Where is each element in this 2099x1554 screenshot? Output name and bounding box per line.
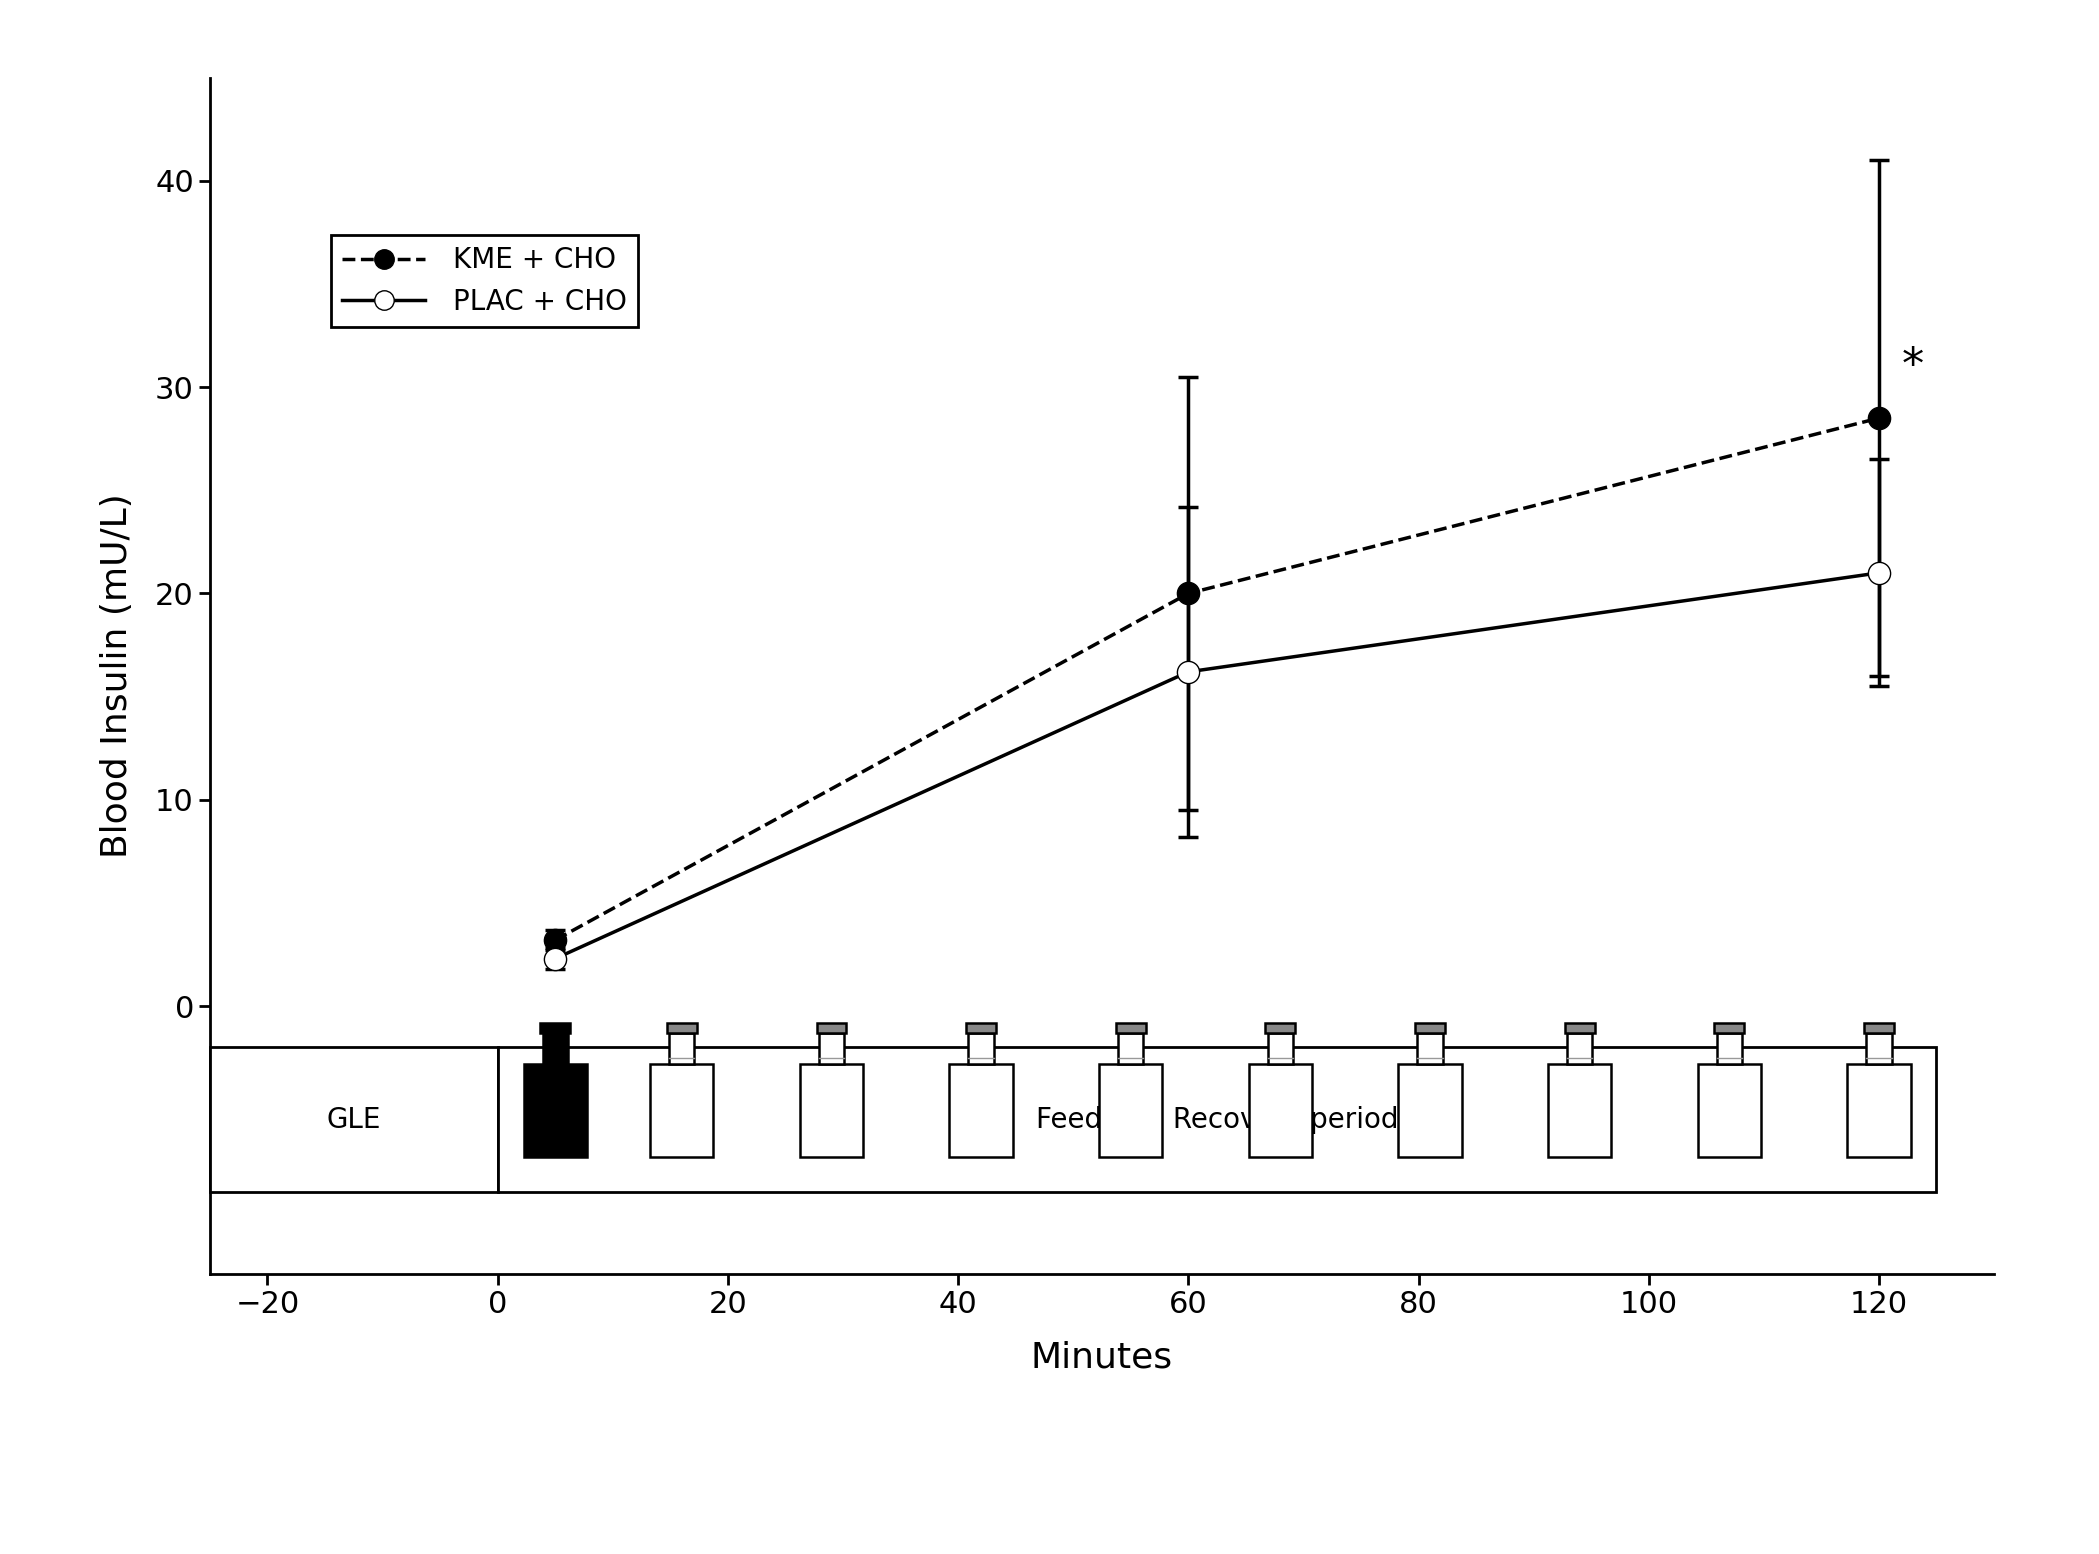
Text: *: * [1902,345,1925,388]
Bar [1864,1023,1893,1033]
Bar [523,1064,588,1156]
Bar [1847,1064,1910,1156]
Bar [539,1023,571,1033]
Bar [1100,1064,1163,1156]
Bar [819,1033,844,1064]
Bar [1415,1023,1444,1033]
Text: GLE: GLE [327,1105,382,1133]
Bar [1717,1033,1742,1064]
Bar [968,1033,993,1064]
Legend: KME + CHO, PLAC + CHO: KME + CHO, PLAC + CHO [332,235,638,328]
Bar [1698,1064,1761,1156]
Bar [651,1064,714,1156]
Bar [1715,1023,1744,1033]
Bar [667,1023,697,1033]
Text: Feeding - Recovery period: Feeding - Recovery period [1035,1105,1398,1133]
Bar [1117,1023,1146,1033]
Bar [800,1064,863,1156]
Bar [1266,1023,1295,1033]
Bar [1119,1033,1144,1064]
Bar [1398,1064,1461,1156]
Bar [210,1047,497,1192]
Bar [966,1023,997,1033]
Bar [1568,1033,1593,1064]
Bar [1249,1064,1312,1156]
Bar [1547,1064,1612,1156]
Bar [497,1047,1937,1192]
Bar [949,1064,1012,1156]
X-axis label: Minutes: Minutes [1031,1340,1173,1374]
Bar [817,1023,846,1033]
Bar [1268,1033,1293,1064]
Bar [542,1033,569,1064]
Bar [1866,1033,1891,1064]
Bar [1417,1033,1442,1064]
Bar [1564,1023,1595,1033]
Bar [670,1033,695,1064]
Y-axis label: Blood Insulin (mU/L): Blood Insulin (mU/L) [101,494,134,858]
